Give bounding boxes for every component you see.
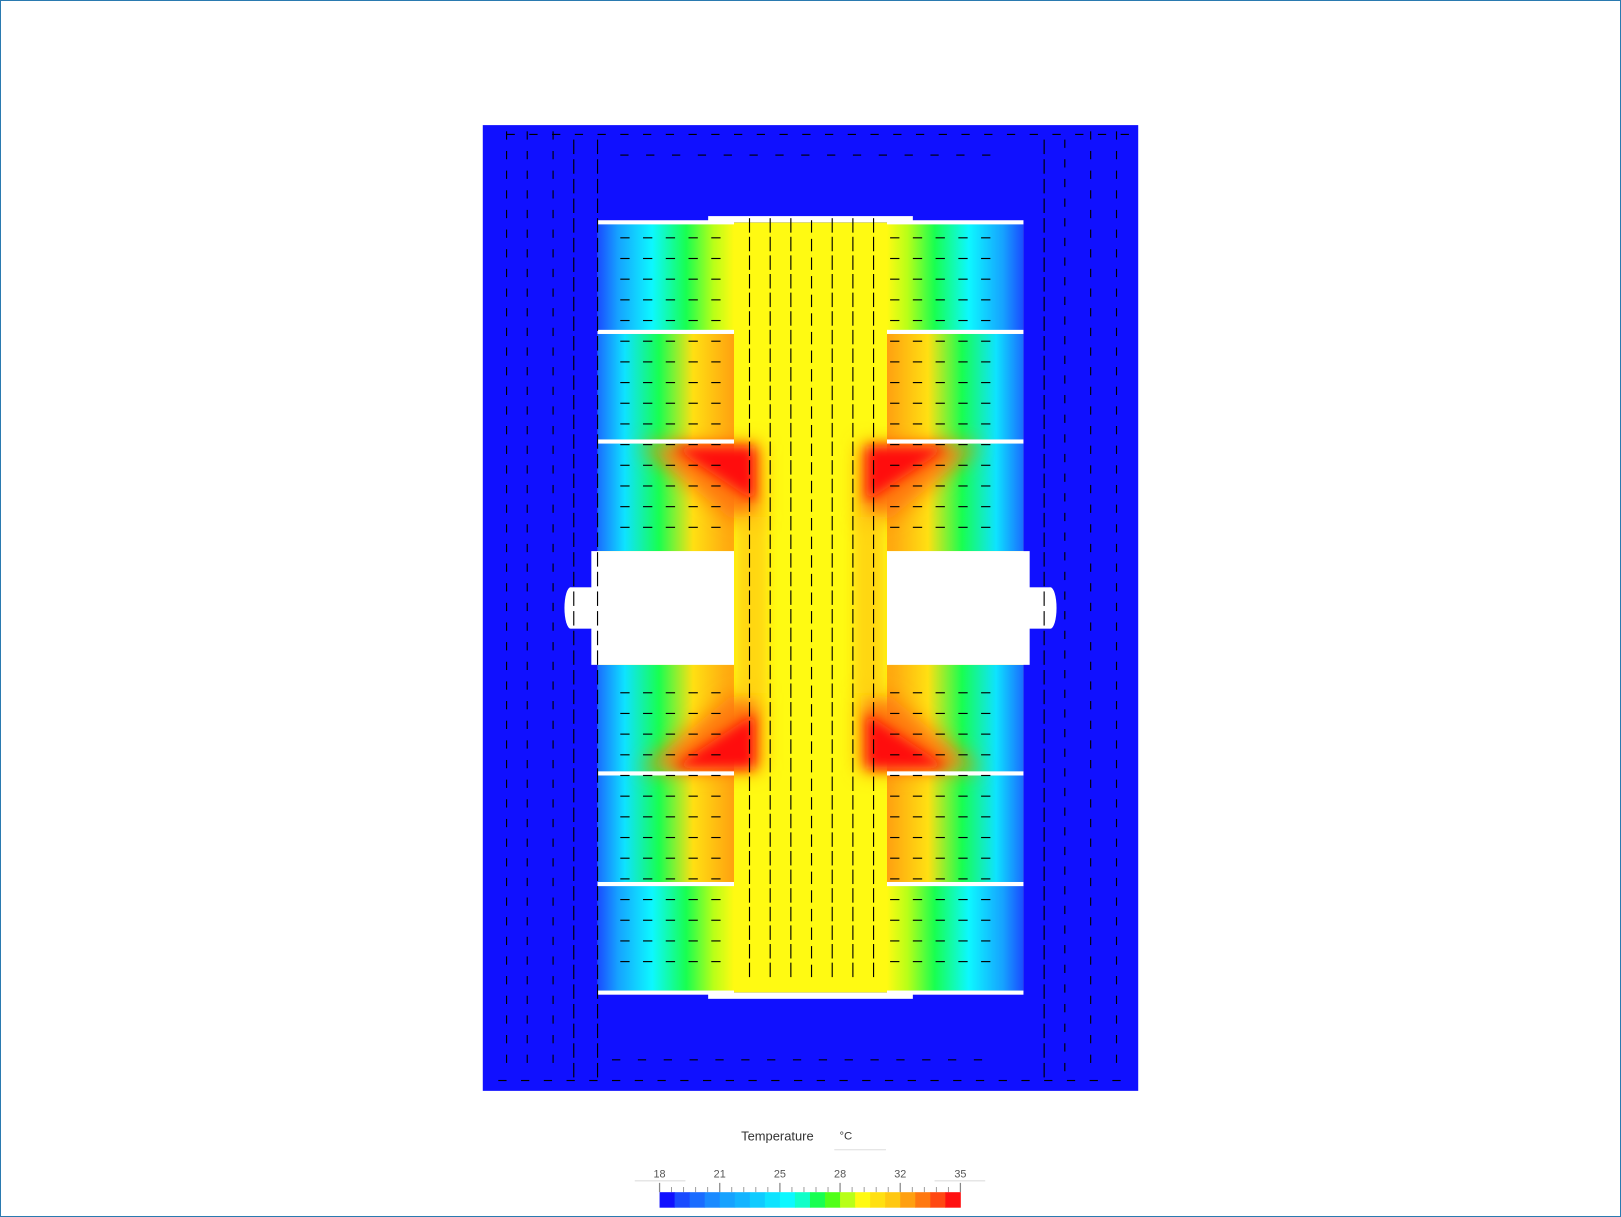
colorbar-bin: [674, 1192, 691, 1208]
colorbar-tick-label: 21: [714, 1169, 726, 1181]
component-right: [887, 551, 1057, 665]
fin: [597, 220, 734, 225]
velocity-vectors: [498, 131, 1129, 1082]
fin-base: [708, 992, 913, 999]
fin: [597, 771, 734, 776]
fin: [597, 990, 734, 995]
colorbar-title: Temperature: [741, 1128, 813, 1143]
fin: [887, 990, 1024, 995]
colorbar-bin: [915, 1192, 931, 1208]
colorbar-bin: [885, 1192, 901, 1208]
colorbar-bin: [809, 1192, 826, 1208]
colorbar-bin: [870, 1192, 886, 1208]
fin: [887, 439, 1024, 444]
fin: [887, 220, 1024, 225]
colorbar-tick-label: 28: [834, 1169, 846, 1181]
colorbar-tick-label: 32: [894, 1169, 906, 1181]
colorbar-tick-label: 35: [954, 1169, 966, 1181]
fin: [887, 771, 1024, 776]
fin: [597, 439, 734, 444]
heat-sink-fins: [597, 216, 1024, 999]
fin: [597, 329, 734, 334]
fin: [597, 881, 734, 887]
colorbar-bin: [704, 1192, 721, 1208]
colorbar-bin: [840, 1192, 856, 1208]
colorbar-bin: [764, 1192, 781, 1208]
colorbar-bin: [945, 1192, 961, 1208]
colorbar-legend: Temperature °C 18 21 25 28 32 35: [634, 1128, 986, 1208]
colorbar-bin: [734, 1192, 751, 1208]
colorbar-unit: °C: [839, 1130, 852, 1142]
fin-base: [708, 216, 913, 223]
fin: [887, 329, 1024, 334]
fin: [887, 881, 1024, 887]
colorbar-bin: [749, 1192, 766, 1208]
colorbar-tick-label: 18: [654, 1169, 666, 1181]
component-left: [564, 551, 734, 665]
colorbar-bin: [930, 1192, 946, 1208]
colorbar-bin: [689, 1192, 706, 1208]
colorbar-bin: [779, 1192, 796, 1208]
colorbar-bin: [794, 1192, 811, 1208]
colorbar-bin: [659, 1192, 676, 1208]
colorbar-bin: [719, 1192, 736, 1208]
colorbar-tick-label: 25: [774, 1169, 786, 1181]
colorbar-bin: [825, 1192, 841, 1208]
colorbar-bin: [900, 1192, 916, 1208]
colorbar-bin: [855, 1192, 871, 1208]
